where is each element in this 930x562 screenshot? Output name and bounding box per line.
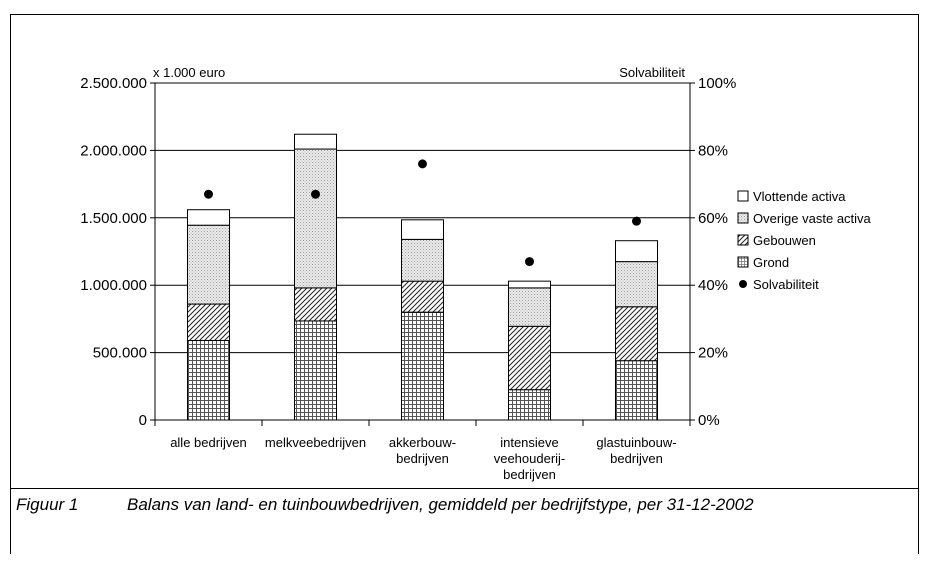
y2-axis-label: Solvabiliteit [619,65,685,80]
y2-tick-label: 60% [698,210,728,227]
x-axis: alle bedrijven melkveebedrijven akkerbouw-… [154,420,691,482]
bar-segment-overige-vaste-activa [294,148,337,289]
y2-tick-label: 40% [698,277,728,294]
y-tick-label: 1.000.000 [80,277,147,294]
bar-segment-vlottende-activa [508,280,551,289]
legend-swatch [737,212,749,224]
legend-swatch [737,190,749,202]
solvability-point [632,216,641,226]
y2-tick-label: 0% [698,412,720,429]
y-axis-right: 0% 20% 40% 60% 80% 100% [690,75,736,429]
solvability-points [204,159,641,267]
bar-segment-grond [401,311,444,421]
y-axis-left: 0 500.000 1.000.000 1.500.000 2.000.000 2.500… [80,75,155,429]
y2-tick-label: 100% [698,75,736,92]
solvability-point [525,257,534,267]
bar-segment-vlottende-activa [187,209,230,226]
x-tick-label: glastuinbouw-bedrijven [596,435,676,466]
legend-label: Grond [753,255,789,270]
legend-swatch [737,234,749,246]
bar-segment-vlottende-activa [294,133,337,150]
y2-tick-label: 20% [698,345,728,362]
bar-segment-vlottende-activa [401,219,444,240]
bar-segment-gebouwen [508,325,551,391]
bar-segment-vlottende-activa [615,240,658,263]
legend-label: Solvabiliteit [753,277,819,292]
y-tick-label: 1.500.000 [80,210,147,227]
legend-item-solvabiliteit: Solvabiliteit [739,277,819,292]
bar-segment-grond [508,389,551,421]
x-tick-label: akkerbouw-bedrijven [389,435,456,466]
figure-caption-text: Balans van land- en tuinbouwbedrijven, g… [127,495,754,514]
balance-chart: 0 500.000 1.000.000 1.500.000 2.000.000 2.500… [80,65,872,482]
legend: Vlottende activa Overige vaste activa Gebo… [737,189,872,292]
bar-segment-grond [187,339,230,421]
legend-label: Gebouwen [753,233,816,248]
solvability-point [204,189,213,199]
legend-item-gebouwen: Gebouwen [737,233,816,248]
legend-item-grond: Grond [737,255,789,270]
bar-segment-grond [615,360,658,421]
y-tick-label: 0 [139,412,147,429]
legend-swatch [737,256,749,268]
bar-segment-gebouwen [294,287,337,322]
figure-caption: Figuur 1 Balans van land- en tuinbouwbedr… [16,495,754,515]
y-tick-label: 2.500.000 [80,75,147,92]
legend-item-overige-vaste-activa: Overige vaste activa [737,211,872,226]
bars [187,133,658,421]
legend-label: Vlottende activa [753,189,846,204]
figure-frame [10,14,919,554]
solvability-point [418,159,427,169]
plot-area-border [154,82,691,421]
bar-segment-overige-vaste-activa [615,261,658,308]
x-tick-label: intensieve veehouderij-bedrijven [494,435,566,482]
bar-segment-gebouwen [401,280,444,313]
legend-label: Overige vaste activa [753,211,872,226]
y-tick-label: 500.000 [93,345,147,362]
bar-segment-overige-vaste-activa [508,287,551,327]
bar-segment-overige-vaste-activa [401,238,444,282]
y-tick-label: 2.000.000 [80,142,147,159]
figure-number: Figuur 1 [16,495,79,514]
x-tick-label: alle bedrijven [170,435,247,450]
bar-segment-grond [294,320,337,421]
bar-segment-overige-vaste-activa [187,224,230,305]
bar-segment-gebouwen [187,303,230,341]
y2-tick-label: 80% [698,142,728,159]
legend-item-vlottende-activa: Vlottende activa [737,189,846,204]
legend-swatch [739,280,747,288]
y-axis-unit-label: x 1.000 euro [153,65,225,80]
bar-segment-gebouwen [615,306,658,362]
solvability-point [311,189,320,199]
caption-rule [10,488,919,489]
x-tick-label: melkveebedrijven [265,435,366,450]
